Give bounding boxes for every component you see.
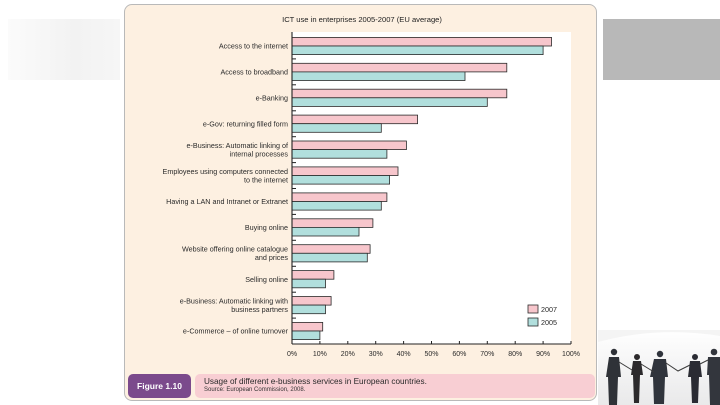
- category-label: and prices: [255, 253, 289, 262]
- x-tick-label: 40%: [397, 351, 411, 358]
- x-tick-label: 20%: [341, 351, 355, 358]
- legend-swatch-2005: [527, 317, 539, 327]
- bar-2005: [291, 97, 488, 107]
- bar-2005: [291, 201, 382, 211]
- legend-label: 2007: [541, 305, 557, 314]
- bar-2005: [291, 226, 360, 237]
- x-tick-label: 0%: [287, 351, 297, 358]
- category-label: Having a LAN and Intranet or Extranet: [166, 197, 288, 206]
- plot-area: [292, 32, 571, 344]
- category-label: Access to broadband: [220, 68, 288, 77]
- category-label: Website offering online catalogue: [182, 245, 288, 254]
- bar-2007: [291, 218, 374, 228]
- category-label: Access to the internet: [219, 42, 288, 51]
- bar-2005: [291, 252, 368, 263]
- x-tick-label: 10%: [313, 351, 327, 358]
- bar-2007: [291, 270, 335, 280]
- x-tick-label: 100%: [562, 351, 580, 358]
- bar-2007: [291, 166, 399, 176]
- bar-2005: [291, 123, 382, 133]
- bar-2005: [291, 71, 466, 81]
- people-photo: [598, 330, 720, 405]
- person-silhouette: [650, 350, 668, 404]
- person-silhouette: [631, 354, 643, 403]
- category-label: Buying online: [245, 223, 288, 232]
- x-tick-label: 30%: [369, 351, 383, 358]
- x-tick-label: 60%: [452, 351, 466, 358]
- bar-2007: [291, 296, 332, 306]
- bar-2007: [291, 62, 508, 73]
- joined-hands: [618, 359, 709, 373]
- category-label: e-Business: Automatic linking of: [187, 141, 288, 150]
- legend-swatch-2007: [527, 304, 539, 314]
- caption-source: Source: European Commission, 2008.: [204, 387, 306, 393]
- right-decor-band: [603, 19, 720, 80]
- bar-2007: [291, 140, 407, 151]
- category-label: business partners: [231, 305, 288, 314]
- person-silhouette: [606, 348, 621, 405]
- bar-2005: [291, 149, 388, 159]
- bar-2005: [291, 278, 326, 289]
- category-label: Employees using computers connected: [163, 167, 288, 176]
- x-tick-label: 80%: [508, 351, 522, 358]
- legend-label: 2005: [541, 318, 557, 327]
- bar-2005: [291, 175, 390, 185]
- person-silhouette: [707, 348, 720, 405]
- bar-2007: [291, 321, 324, 332]
- left-decor-band: [8, 19, 120, 80]
- bar-2007: [291, 37, 552, 47]
- person-silhouette: [688, 354, 702, 403]
- figure-number-label: Figure 1.10: [128, 374, 191, 398]
- bar-2007: [291, 244, 371, 254]
- bar-2005: [291, 45, 544, 56]
- figure-caption: Usage of different e-business services i…: [195, 374, 595, 398]
- category-label: e-Gov: returning filled form: [203, 119, 288, 128]
- category-label: e-Commerce – of online turnover: [183, 327, 289, 336]
- category-label: Selling online: [245, 275, 288, 284]
- bar-2007: [291, 88, 508, 99]
- bar-2007: [291, 114, 418, 125]
- category-label: e-Business: Automatic linking with: [180, 296, 288, 305]
- bar-2005: [291, 304, 326, 315]
- bar-2005: [291, 330, 321, 341]
- category-label: internal processes: [230, 150, 289, 159]
- category-label: e-Banking: [256, 93, 288, 102]
- category-label: to the internet: [244, 175, 288, 184]
- x-tick-label: 90%: [536, 351, 550, 358]
- x-tick-label: 50%: [424, 351, 438, 358]
- caption-text: Usage of different e-business services i…: [204, 377, 427, 386]
- x-tick-label: 70%: [480, 351, 494, 358]
- bar-2007: [291, 192, 388, 202]
- chart-title: ICT use in enterprises 2005-2007 (EU ave…: [282, 15, 442, 24]
